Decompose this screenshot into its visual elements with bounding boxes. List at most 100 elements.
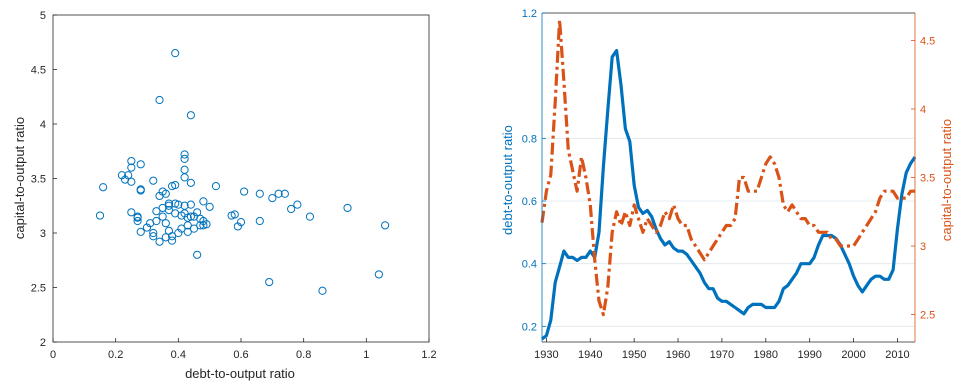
scatter-x-tick-label: 0.6 [233,349,248,361]
line-left-y-tick-label: 0.8 [522,133,537,145]
scatter-point [149,232,158,241]
scatter-point [180,173,189,182]
scatter-point [268,194,277,203]
scatter-point [180,165,189,174]
scatter-x-tick-label: 0.8 [296,349,311,361]
scatter-point [255,216,264,226]
scatter-point [136,160,145,169]
scatter-point [305,212,315,221]
scatter-x-tick-label: 1 [363,349,369,361]
line-right-y-tick-label: 4.5 [920,35,935,47]
scatter-panel: 0 0.2 0.4 0.6 0.8 1 1.2 2 2.5 3 3.5 4 4.5 5 debt-to-… [12,10,437,381]
line-right-y-tick-label: 4 [920,104,926,116]
scatter-point [164,199,174,208]
debt-ratio-series-line [541,49,917,341]
line-left-y-ticks: 0.2 0.4 0.6 0.8 1.2 [522,8,546,333]
line-right-y-tick-label: 3.5 [920,173,935,185]
line-x-tick-label: 2000 [841,349,865,361]
scatter-point [152,216,161,226]
line-x-ticks: 1930 1940 1950 1960 1970 1980 1990 2000 2010 [534,338,910,361]
scatter-point [186,178,195,187]
scatter-point [124,171,133,180]
scatter-point [158,212,167,221]
scatter-point [211,182,221,191]
scatter-y-tick-label: 4.5 [31,65,46,77]
scatter-points [95,49,390,295]
scatter-point [161,189,170,198]
scatter-point [136,186,145,195]
scatter-point [193,250,202,259]
line-panel: 1930 1940 1950 1960 1970 1980 1990 2000 2010 0.2… [500,8,954,361]
scatter-axes-box [52,14,430,343]
scatter-point [183,227,192,237]
scatter-point [161,219,170,228]
scatter-point [127,208,136,217]
scatter-point [343,203,352,213]
scatter-y-tick-label: 3.5 [31,174,46,186]
scatter-x-ticks: 0 0.2 0.4 0.6 0.8 1 1.2 [50,338,437,361]
scatter-point [287,204,296,214]
scatter-x-tick-label: 0 [50,349,56,361]
scatter-point [133,216,142,226]
scatter-point [230,210,239,219]
scatter-point [189,224,199,233]
scatter-point [149,228,158,238]
scatter-point [127,156,136,166]
scatter-point [186,200,195,209]
scatter-point [161,233,170,242]
line-left-y-tick-label: 1.2 [522,8,537,20]
scatter-point [99,183,108,192]
scatter-point [202,220,211,229]
line-right-y-tick-label: 3 [920,241,926,253]
scatter-point [171,49,180,58]
scatter-point [167,236,177,245]
scatter-point [265,277,274,287]
line-right-y-axis-label: capital-to-output ratio [939,119,954,241]
line-x-tick-label: 1950 [622,349,646,361]
scatter-point [374,270,383,279]
line-left-y-tick-label: 0.4 [522,259,537,271]
scatter-point [95,211,105,220]
scatter-y-tick-label: 5 [40,10,46,22]
line-x-tick-label: 1940 [578,349,602,361]
scatter-point [193,208,202,217]
line-x-tick-label: 2010 [885,349,909,361]
scatter-point [180,150,189,159]
scatter-x-tick-label: 0.4 [171,349,186,361]
scatter-y-ticks: 2 2.5 3 3.5 4 4.5 5 [31,10,57,349]
scatter-point [280,189,289,198]
scatter-x-tick-label: 0.2 [108,349,123,361]
scatter-point [155,237,164,246]
scatter-point [255,189,264,198]
scatter-point [183,221,192,230]
scatter-point [174,200,183,209]
scatter-point [167,232,177,241]
scatter-point [186,212,195,221]
scatter-x-tick-label: 1.2 [421,349,436,361]
line-x-tick-label: 1930 [534,349,558,361]
scatter-point [155,95,164,105]
scatter-point [127,163,136,172]
scatter-point [171,180,180,190]
scatter-point [318,286,327,295]
scatter-y-tick-label: 3 [40,228,46,240]
scatter-y-tick-label: 4 [40,119,46,131]
scatter-point [199,197,208,206]
scatter-point [133,213,142,222]
scatter-point [381,221,390,230]
scatter-point [180,154,189,163]
line-right-y-ticks: 2.5 3 3.5 4 4.5 [911,35,935,322]
scatter-y-axis-label: capital-to-output ratio [12,117,27,239]
line-left-y-tick-label: 0.2 [522,321,537,333]
scatter-point [240,187,249,196]
scatter-point [186,111,195,120]
scatter-point [136,227,145,237]
capital-ratio-series-line [540,18,915,317]
scatter-y-tick-label: 2.5 [31,283,46,295]
scatter-y-tick-label: 2 [40,337,46,349]
line-right-y-tick-label: 2.5 [920,310,935,322]
line-x-tick-label: 1990 [797,349,821,361]
scatter-point [274,189,283,198]
scatter-point [149,176,158,185]
